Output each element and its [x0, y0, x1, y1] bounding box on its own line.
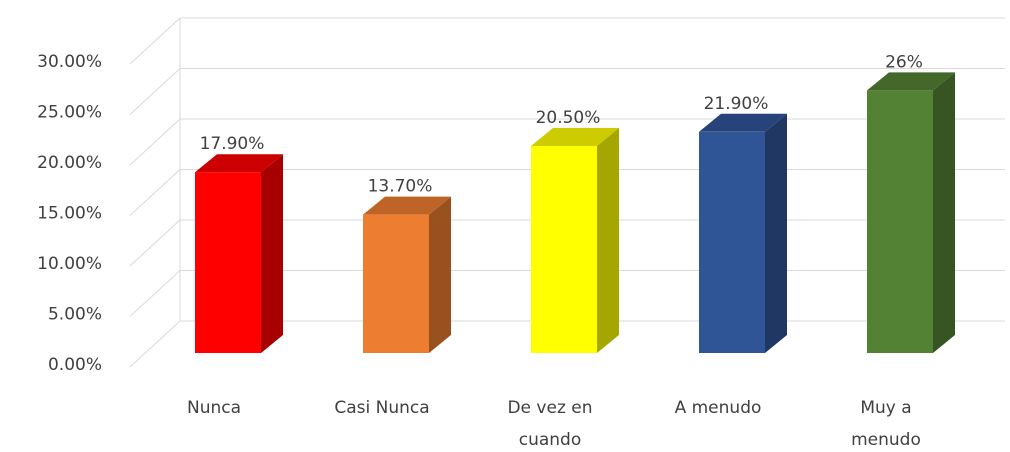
bar-side — [765, 113, 787, 353]
bar-side — [261, 154, 283, 353]
x-tick-label: De vez en cuando — [507, 398, 592, 450]
bar — [699, 131, 765, 353]
data-label: 13.70% — [368, 177, 433, 197]
bar — [531, 145, 597, 353]
bar-side — [933, 72, 955, 354]
y-tick-label: 30.00% — [37, 52, 102, 72]
data-label: 17.90% — [200, 134, 265, 154]
bar-top — [867, 72, 955, 91]
bar-top — [531, 127, 619, 146]
grid-line — [129, 17, 1005, 65]
grid-line — [129, 68, 1005, 115]
data-label: 26% — [885, 52, 923, 72]
bar — [867, 90, 933, 354]
bar-side — [597, 127, 619, 353]
bar — [195, 172, 261, 353]
bar — [363, 214, 429, 353]
bar-side — [429, 196, 451, 353]
y-tick-label: 20.00% — [37, 153, 102, 173]
data-label: 21.90% — [704, 94, 769, 114]
bar-top — [363, 196, 451, 215]
bar-top — [699, 113, 787, 132]
x-tick-label: A menudo — [675, 398, 762, 418]
y-tick-label: 0.00% — [48, 355, 102, 375]
y-tick-label: 25.00% — [37, 103, 102, 123]
y-tick-label: 15.00% — [37, 204, 102, 224]
bar-top — [195, 154, 283, 173]
x-tick-label: Muy a menudo — [851, 398, 921, 450]
y-tick-label: 10.00% — [37, 254, 102, 274]
x-tick-label: Nunca — [187, 398, 241, 418]
y-tick-label: 5.00% — [48, 305, 102, 325]
data-label: 20.50% — [536, 108, 601, 128]
x-tick-label: Casi Nunca — [334, 398, 429, 418]
